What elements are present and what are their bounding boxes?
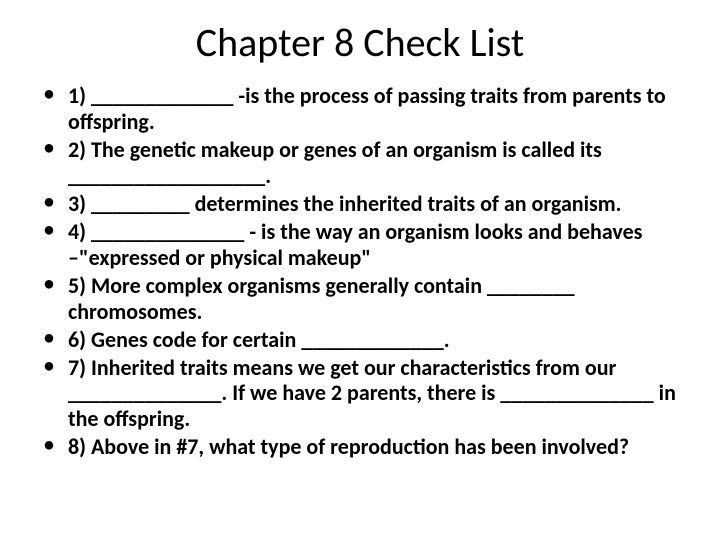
list-item: 3) _________ determines the inherited tr…	[68, 191, 680, 217]
list-item: 6) Genes code for certain _____________.	[68, 327, 680, 353]
list-item: 1) _____________ -is the process of pass…	[68, 83, 680, 135]
list-item: 5) More complex organisms generally cont…	[68, 273, 680, 325]
list-item: 7) Inherited traits means we get our cha…	[68, 355, 680, 433]
page-title: Chapter 8 Check List	[40, 18, 680, 67]
check-list: 1) _____________ -is the process of pass…	[40, 83, 680, 460]
list-item: 4) ______________ - is the way an organi…	[68, 219, 680, 271]
list-item: 2) The genetic makeup or genes of an org…	[68, 137, 680, 189]
list-item: 8) Above in #7, what type of reproductio…	[68, 434, 680, 460]
